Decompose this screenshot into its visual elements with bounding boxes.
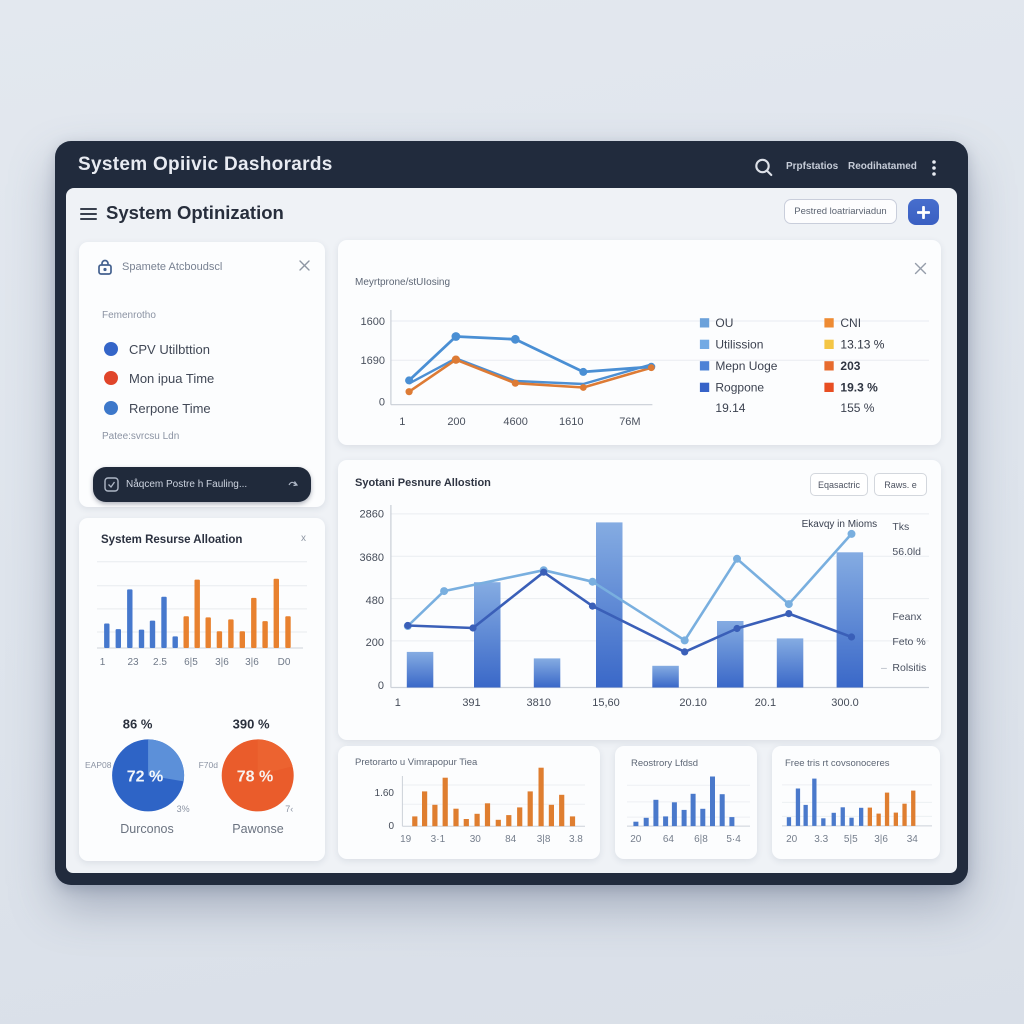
svg-text:23: 23 bbox=[127, 657, 139, 668]
svg-text:5·4: 5·4 bbox=[726, 834, 741, 845]
svg-text:78 %: 78 % bbox=[237, 769, 273, 786]
svg-text:EAP08: EAP08 bbox=[85, 760, 112, 770]
svg-text:391: 391 bbox=[462, 697, 480, 709]
svg-text:5|5: 5|5 bbox=[844, 834, 858, 845]
svg-text:3·1: 3·1 bbox=[431, 834, 446, 845]
svg-text:3.3: 3.3 bbox=[814, 834, 828, 845]
svg-text:2860: 2860 bbox=[360, 509, 384, 521]
svg-text:6|8: 6|8 bbox=[694, 834, 708, 845]
svg-text:20: 20 bbox=[786, 834, 798, 845]
svg-text:3810: 3810 bbox=[527, 697, 551, 709]
svg-text:Ekavqy in Mioms: Ekavqy in Mioms bbox=[802, 519, 878, 530]
svg-text:2.5: 2.5 bbox=[153, 657, 167, 668]
svg-text:76M: 76M bbox=[619, 416, 640, 428]
svg-text:203: 203 bbox=[840, 359, 860, 373]
svg-text:480: 480 bbox=[366, 595, 384, 607]
svg-text:3|8: 3|8 bbox=[537, 834, 551, 845]
svg-text:Tks: Tks bbox=[892, 521, 909, 533]
svg-text:1: 1 bbox=[100, 657, 106, 668]
svg-text:19.14: 19.14 bbox=[715, 401, 745, 415]
svg-text:0: 0 bbox=[379, 397, 385, 409]
svg-text:1.60: 1.60 bbox=[375, 788, 395, 799]
svg-text:D0: D0 bbox=[278, 657, 291, 668]
svg-text:1: 1 bbox=[399, 416, 405, 428]
svg-text:Rolsitis: Rolsitis bbox=[892, 662, 926, 674]
svg-text:3|6: 3|6 bbox=[215, 657, 229, 668]
svg-text:Utilission: Utilission bbox=[715, 338, 763, 352]
svg-text:200: 200 bbox=[366, 637, 384, 649]
svg-text:CNI: CNI bbox=[840, 316, 861, 330]
svg-text:200: 200 bbox=[447, 416, 465, 428]
svg-text:4600: 4600 bbox=[503, 416, 527, 428]
svg-text:15,60: 15,60 bbox=[592, 697, 620, 709]
svg-text:3|6: 3|6 bbox=[245, 657, 259, 668]
svg-text:84: 84 bbox=[505, 834, 517, 845]
svg-text:Feanx: Feanx bbox=[892, 611, 922, 623]
svg-text:Feto %: Feto % bbox=[892, 636, 925, 648]
svg-text:19.3 %: 19.3 % bbox=[840, 381, 878, 395]
svg-text:0: 0 bbox=[388, 821, 394, 832]
svg-text:56.0ld: 56.0ld bbox=[892, 546, 921, 558]
svg-text:19: 19 bbox=[400, 834, 412, 845]
svg-text:1690: 1690 bbox=[361, 355, 385, 367]
svg-text:300.0: 300.0 bbox=[831, 697, 859, 709]
svg-text:155 %: 155 % bbox=[840, 401, 874, 415]
svg-text:7‹: 7‹ bbox=[285, 804, 293, 814]
svg-text:390 %: 390 % bbox=[233, 717, 270, 732]
svg-text:34: 34 bbox=[907, 834, 919, 845]
svg-text:3680: 3680 bbox=[360, 552, 384, 564]
svg-text:13.13 %: 13.13 % bbox=[840, 338, 884, 352]
svg-text:20.1: 20.1 bbox=[755, 697, 776, 709]
svg-text:–: – bbox=[881, 662, 887, 674]
svg-text:Rogpone: Rogpone bbox=[715, 381, 764, 395]
svg-text:F70d: F70d bbox=[199, 760, 219, 770]
svg-text:0: 0 bbox=[378, 680, 384, 692]
svg-text:72 %: 72 % bbox=[127, 769, 163, 786]
svg-text:20: 20 bbox=[630, 834, 642, 845]
svg-text:3%: 3% bbox=[177, 804, 190, 814]
svg-text:3|6: 3|6 bbox=[874, 834, 888, 845]
svg-text:Pawonse: Pawonse bbox=[232, 822, 283, 836]
svg-text:Mepn Uoge: Mepn Uoge bbox=[715, 359, 777, 373]
svg-text:OU: OU bbox=[715, 316, 733, 330]
svg-text:1: 1 bbox=[395, 697, 401, 709]
svg-text:1600: 1600 bbox=[361, 316, 385, 328]
svg-text:30: 30 bbox=[470, 834, 482, 845]
svg-text:86 %: 86 % bbox=[123, 717, 153, 732]
svg-text:1610: 1610 bbox=[559, 416, 583, 428]
svg-text:3.8: 3.8 bbox=[569, 834, 583, 845]
svg-text:Durconos: Durconos bbox=[120, 822, 174, 836]
svg-text:20.10: 20.10 bbox=[679, 697, 707, 709]
svg-text:64: 64 bbox=[663, 834, 675, 845]
svg-text:6|5: 6|5 bbox=[184, 657, 198, 668]
